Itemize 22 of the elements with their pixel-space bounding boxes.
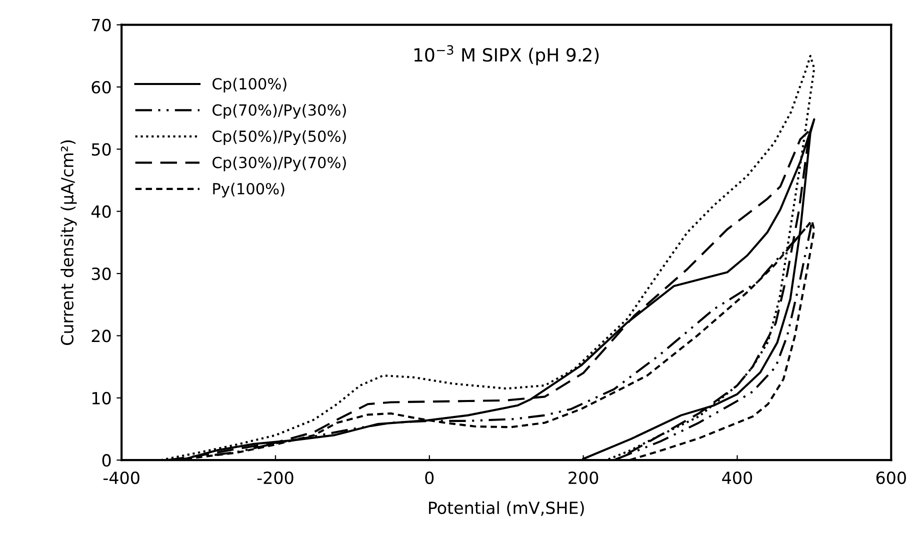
x-tick-label: -200 — [257, 471, 294, 484]
legend-label: Cp(100%) — [212, 78, 286, 93]
text: 10$^{−3}$ M SIPX (pH 9.2) — [414, 45, 599, 66]
y-axis-title: Current density (μA/cm²) — [60, 140, 77, 346]
x-tick-label: -400 — [103, 471, 140, 484]
x-tick-label: 600 — [876, 471, 906, 484]
y-tick-label: 40 — [91, 205, 111, 218]
y-tick-label: 70 — [92, 18, 111, 32]
legend-label: Cp(70%)/Py(30%) — [212, 104, 346, 119]
x-axis-title: Potential (mV,SHE) — [429, 501, 584, 516]
legend-label: Py(100%) — [213, 182, 284, 198]
y-tick-label: 10 — [92, 392, 111, 404]
legend-label: Cp(30%)/Py(70%) — [212, 156, 346, 172]
x-tick-label: 0 — [425, 471, 434, 484]
x-tick-label: 400 — [722, 471, 752, 484]
x-tick-label: 200 — [568, 471, 598, 484]
y-tick-label: 50 — [92, 143, 111, 156]
y-tick-label: 20 — [92, 330, 111, 342]
y-tick-label: 60 — [92, 80, 111, 94]
legend-label: Cp(50%)/Py(50%) — [212, 130, 346, 145]
y-tick-label: 30 — [92, 267, 111, 280]
y-tick-label: 0 — [102, 454, 111, 467]
